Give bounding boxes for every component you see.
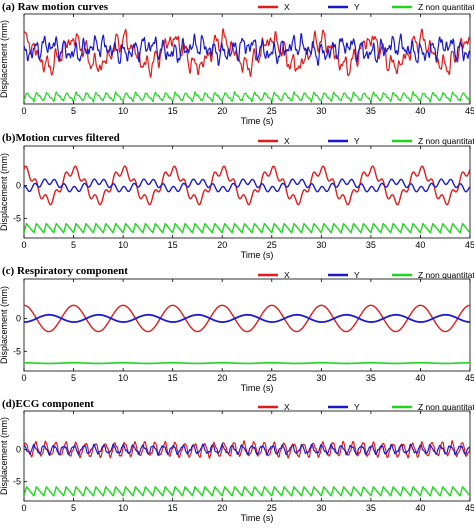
x-tick-label: 10 — [118, 503, 128, 513]
y-axis-label: Displacement (mm) — [0, 417, 9, 495]
y-tick-label: 0 — [16, 313, 21, 323]
x-tick-label: 25 — [267, 106, 277, 116]
x-tick-label: 25 — [267, 503, 277, 513]
series-line-0 — [24, 304, 470, 333]
y-tick-label: 0 — [16, 180, 21, 190]
series-group — [24, 440, 470, 497]
series-line-1 — [24, 313, 470, 323]
x-tick-label: 5 — [71, 373, 76, 383]
x-tick-label: 30 — [316, 373, 326, 383]
legend-label-0: X — [284, 270, 290, 280]
x-tick-label: 35 — [366, 503, 376, 513]
y-axis-label: Displacement (mm) — [0, 153, 9, 231]
chart-panel-2: (c) Respiratory component 0 5 10 15 20 25 30 35 4… — [0, 265, 474, 393]
x-tick-label: 35 — [366, 106, 376, 116]
legend-label-2: Z non quantitative — [418, 136, 474, 146]
series-line-2 — [24, 222, 470, 234]
legend-label-2: Z non quantitative — [418, 270, 474, 280]
panel-title: (c) Respiratory component — [2, 265, 128, 277]
x-tick-label: 0 — [21, 240, 26, 250]
x-axis-label: Time (s) — [241, 513, 274, 523]
x-axis-label: Time (s) — [241, 116, 274, 126]
y-tick-label: -5 — [13, 477, 21, 487]
y-axis-label: Displacement (mm) — [0, 20, 9, 98]
panel-title: (d)ECG component — [2, 398, 94, 410]
x-tick-label: 20 — [217, 373, 227, 383]
legend-label-0: X — [284, 136, 290, 146]
x-tick-label: 30 — [316, 240, 326, 250]
x-tick-label: 40 — [415, 503, 425, 513]
plot-frame — [23, 145, 471, 239]
plot-frame — [23, 410, 471, 502]
x-axis-label: Time (s) — [241, 250, 274, 260]
x-tick-label: 45 — [465, 503, 474, 513]
legend-label-0: X — [284, 2, 290, 12]
x-tick-label: 35 — [366, 373, 376, 383]
panel-title: (b)Motion curves filtered — [2, 132, 120, 144]
x-tick-label: 40 — [415, 106, 425, 116]
panel-title: (a) Raw motion curves — [2, 1, 109, 13]
x-tick-label: 10 — [118, 240, 128, 250]
x-tick-label: 5 — [71, 106, 76, 116]
series-group — [24, 304, 470, 365]
x-tick-label: 40 — [415, 240, 425, 250]
x-tick-label: 25 — [267, 373, 277, 383]
legend-label-1: Y — [354, 2, 360, 12]
x-tick-label: 45 — [465, 373, 474, 383]
x-tick-label: 35 — [366, 240, 376, 250]
chart-panel-0: (a) Raw motion curves 0 5 10 15 20 25 30 35 40 45 T… — [0, 1, 474, 126]
y-axis-label: Displacement (mm) — [0, 286, 9, 364]
chart-panel-3: (d)ECG component 0 5 10 15 20 25 30 35 40 45 -5 0 Tim… — [0, 398, 474, 523]
x-tick-label: 30 — [316, 503, 326, 513]
legend-label-2: Z non quantitative — [418, 402, 474, 412]
legend-label-0: X — [284, 402, 290, 412]
legend-label-2: Z non quantitative — [418, 2, 474, 12]
x-tick-label: 5 — [71, 503, 76, 513]
y-tick-label: 0 — [16, 445, 21, 455]
x-tick-label: 25 — [267, 240, 277, 250]
x-tick-label: 5 — [71, 240, 76, 250]
series-group — [24, 165, 470, 234]
x-tick-label: 30 — [316, 106, 326, 116]
series-line-1 — [24, 443, 470, 456]
x-tick-label: 0 — [21, 373, 26, 383]
series-line-2 — [24, 90, 470, 103]
series-line-2 — [24, 361, 470, 365]
legend-label-1: Y — [354, 136, 360, 146]
legend-label-1: Y — [354, 402, 360, 412]
plot-frame — [23, 278, 471, 372]
x-tick-label: 10 — [118, 373, 128, 383]
x-tick-label: 20 — [217, 503, 227, 513]
x-tick-label: 45 — [465, 240, 474, 250]
legend-label-1: Y — [354, 270, 360, 280]
x-axis-label: Time (s) — [241, 383, 274, 393]
x-tick-label: 15 — [168, 240, 178, 250]
y-tick-label: -5 — [13, 346, 21, 356]
series-line-2 — [24, 486, 470, 497]
x-tick-label: 15 — [168, 503, 178, 513]
series-line-1 — [24, 33, 470, 66]
x-tick-label: 0 — [21, 503, 26, 513]
x-tick-label: 45 — [465, 106, 474, 116]
x-tick-label: 40 — [415, 373, 425, 383]
series-group — [24, 28, 470, 103]
chart-panel-1: (b)Motion curves filtered 0 5 10 15 20 25 30 35 4… — [0, 132, 474, 260]
x-tick-label: 10 — [118, 106, 128, 116]
series-line-0 — [24, 28, 470, 78]
series-line-1 — [24, 178, 470, 193]
series-line-0 — [24, 165, 470, 206]
x-tick-label: 0 — [21, 106, 26, 116]
x-tick-label: 20 — [217, 240, 227, 250]
x-tick-label: 15 — [168, 106, 178, 116]
plot-frame — [23, 13, 471, 105]
x-tick-label: 20 — [217, 106, 227, 116]
y-tick-label: -5 — [13, 213, 21, 223]
x-tick-label: 15 — [168, 373, 178, 383]
